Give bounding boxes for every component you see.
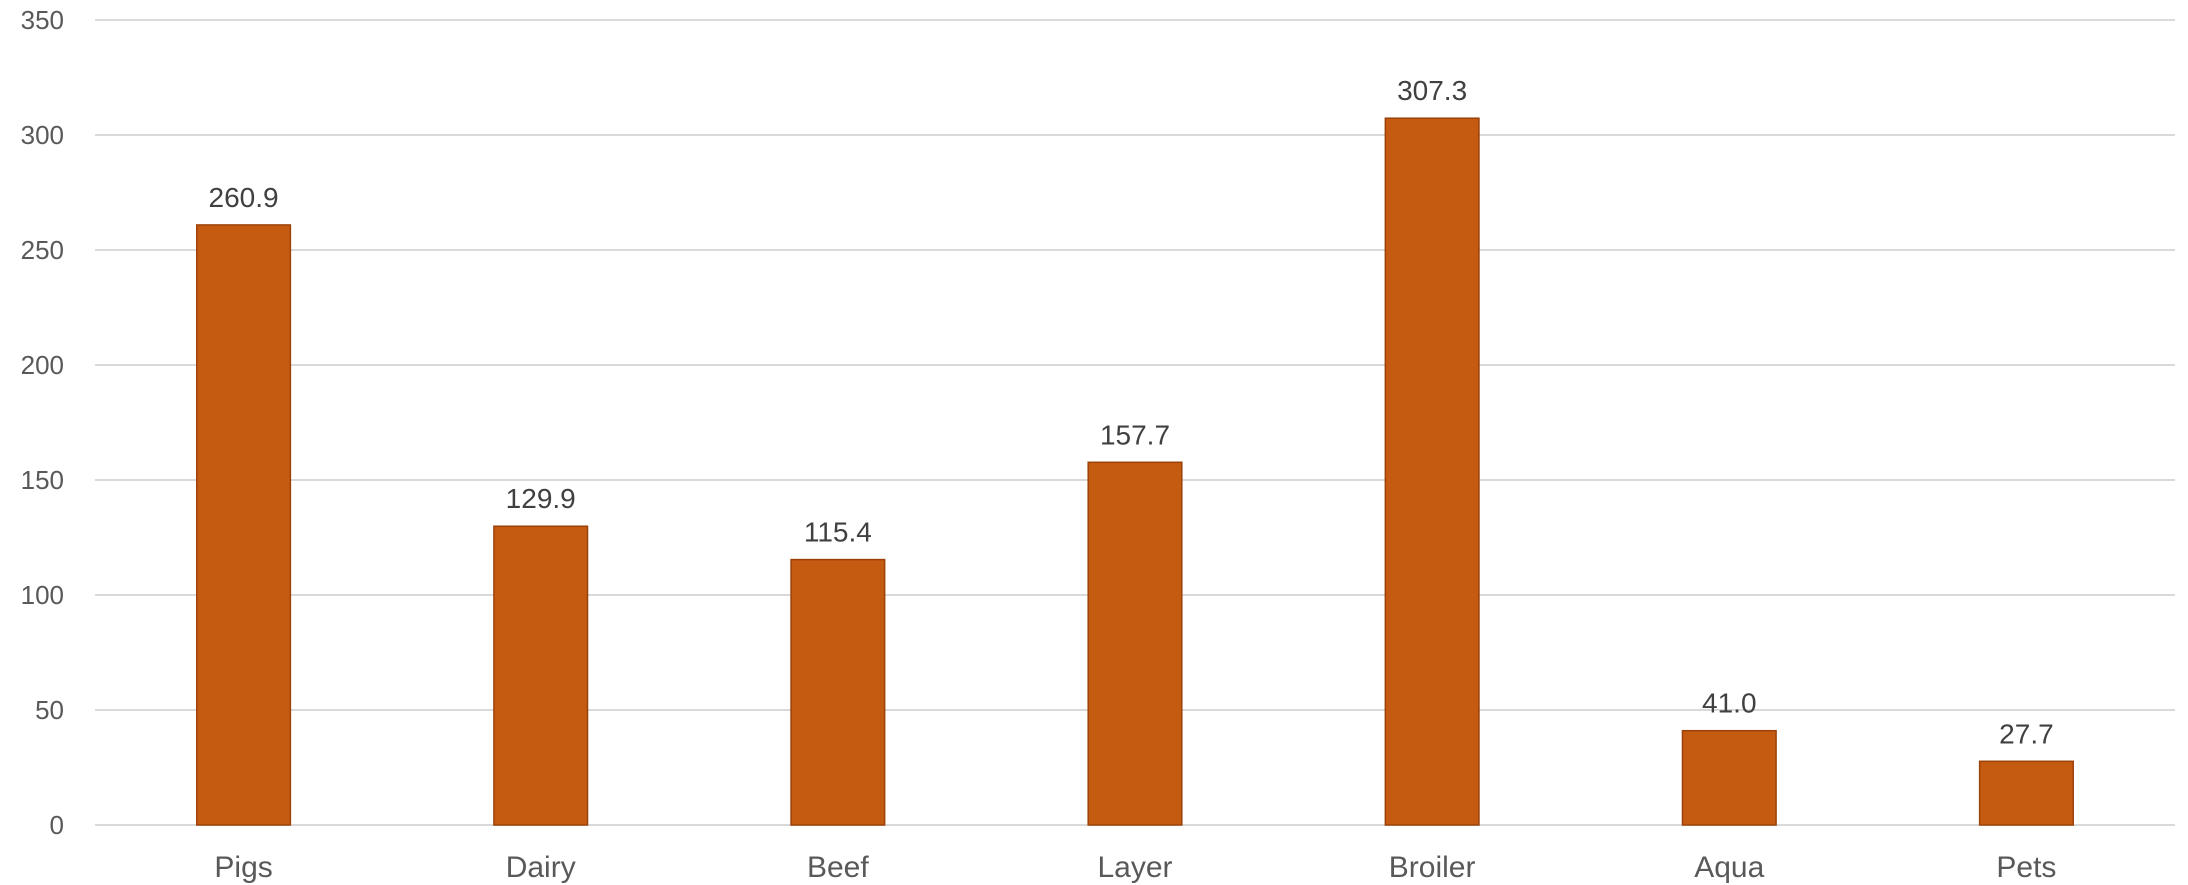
y-tick-label: 50 <box>35 695 64 725</box>
data-label-pigs: 260.9 <box>209 182 279 213</box>
category-label-aqua: Aqua <box>1694 851 1764 884</box>
y-axis-tick-labels: 0 50 100 150 200 250 300 350 <box>21 5 64 840</box>
bar-pets <box>1978 760 2074 826</box>
bar-beef <box>790 558 886 826</box>
y-tick-label: 250 <box>21 235 64 265</box>
data-label-broiler: 307.3 <box>1397 75 1467 106</box>
data-label-dairy: 129.9 <box>506 483 576 514</box>
category-label-pets: Pets <box>1996 851 2056 884</box>
category-label-layer: Layer <box>1097 851 1172 884</box>
bar-aqua <box>1681 729 1777 826</box>
category-label-dairy: Dairy <box>506 851 576 884</box>
y-tick-label: 300 <box>21 120 64 150</box>
data-label-pets: 27.7 <box>1999 718 2054 749</box>
bar-pigs <box>196 224 292 826</box>
category-label-pigs: Pigs <box>214 851 272 884</box>
bar-dairy <box>493 525 589 826</box>
y-tick-label: 0 <box>50 810 64 840</box>
y-tick-label: 100 <box>21 580 64 610</box>
bar-layer <box>1087 461 1183 826</box>
category-label-broiler: Broiler <box>1389 851 1476 884</box>
bars <box>196 117 2074 826</box>
bar-broiler <box>1384 117 1480 826</box>
y-tick-label: 350 <box>21 5 64 35</box>
data-labels: 260.9 129.9 115.4 157.7 307.3 41.0 27.7 <box>209 75 2054 749</box>
data-label-aqua: 41.0 <box>1702 688 1757 719</box>
y-tick-label: 200 <box>21 350 64 380</box>
data-label-beef: 115.4 <box>804 517 872 548</box>
data-label-layer: 157.7 <box>1100 419 1170 450</box>
y-tick-label: 150 <box>21 465 64 495</box>
category-label-beef: Beef <box>807 851 869 884</box>
x-axis-category-labels: Pigs Dairy Beef Layer Broiler Aqua Pets <box>214 851 2056 884</box>
